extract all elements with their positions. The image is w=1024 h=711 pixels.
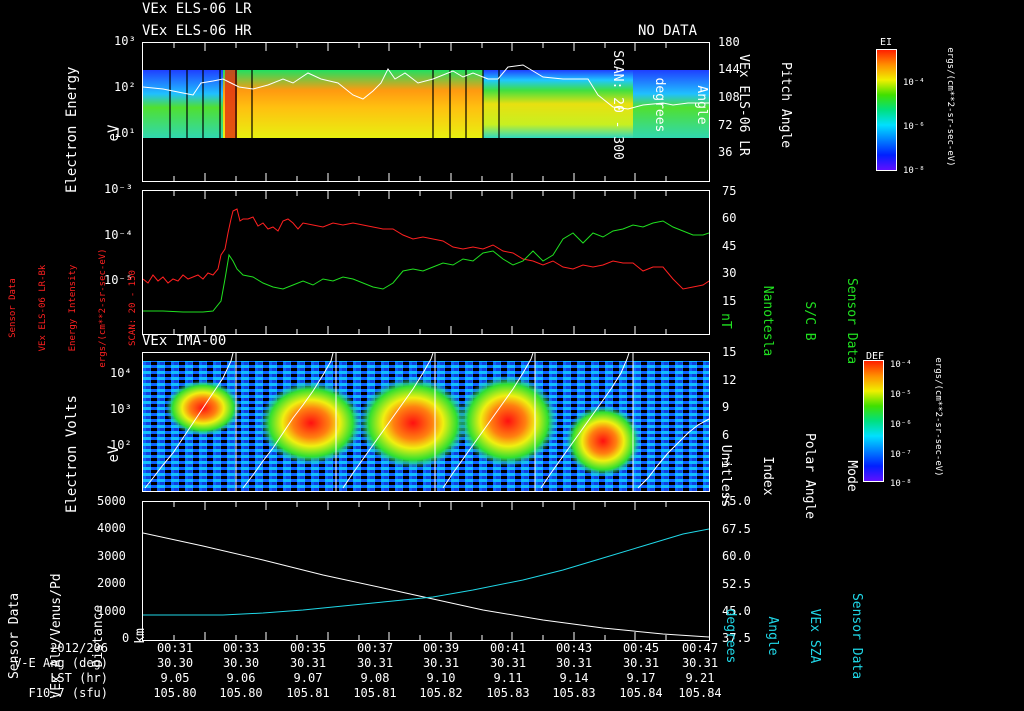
panel1-colorbar-tick-0: 10⁻⁴	[903, 78, 925, 88]
footer-column-5: 00:41 30.31 9.11 105.83	[486, 641, 530, 700]
panel3-ytick-right-2: 9	[722, 400, 730, 414]
panel3-ytick-right-1: 12	[722, 373, 737, 387]
panel4-ytick-right-1: 67.5	[722, 522, 751, 536]
panel3-ytick-left-2: 10²	[110, 438, 132, 452]
panel1-ytick-left-2: 10¹	[114, 126, 136, 140]
panel1-ytick-right-0: 180	[718, 35, 740, 49]
panel4-line-plot	[142, 501, 710, 641]
footer-column-8: 00:47 30.31 9.21 105.84	[678, 641, 722, 700]
panel4-ytick-right-0: 75.0	[722, 494, 751, 508]
panel1-colorbar	[876, 49, 897, 171]
footer-row-label-date: 2012/206	[50, 641, 108, 655]
panel1-ytick-right-4: 36	[718, 145, 733, 159]
panel2-ylabel-right: Sensor Data S/C B Nanotesla nT	[718, 277, 859, 365]
panel4-ytick-left-5: 0	[122, 631, 130, 645]
footer-column-6: 00:43 30.31 9.14 105.83	[552, 641, 596, 700]
panel2-ytick-left-0: 10⁻³	[104, 182, 133, 196]
panel3-colorbar-title: DEF	[866, 351, 885, 362]
footer-column-4: 00:39 30.31 9.10 105.82	[419, 641, 463, 700]
panel2-ytick-left-2: 10⁻⁵	[104, 273, 133, 287]
panel1-colorbar-tick-2: 10⁻⁸	[903, 166, 925, 176]
panel1-ytick-right-1: 144	[718, 62, 740, 76]
footer-column-7: 00:45 30.31 9.17 105.84	[619, 641, 663, 700]
panel4-ytick-left-3: 2000	[97, 576, 126, 590]
panel1-ylabel-left: Electron Energy eV	[64, 66, 122, 193]
panel3-spectrogram	[142, 352, 710, 492]
panel4-ytick-left-4: 1000	[97, 604, 126, 618]
panel4-ytick-right-5: 37.5	[722, 631, 751, 645]
panel3-colorbar-units: ergs/(cm**2-sr-sec-eV)	[933, 357, 943, 477]
panel2-ytick-right-1: 60	[722, 211, 737, 225]
panel3-title: VEx IMA-00	[142, 333, 227, 349]
panel4-ytick-left-2: 3000	[97, 549, 126, 563]
panel3-ytick-left-0: 10⁴	[110, 366, 132, 380]
panel1-spectrogram	[142, 42, 710, 182]
panel1-no-data: NO DATA	[638, 23, 698, 39]
footer-column-1: 00:33 30.30 9.06 105.80	[219, 641, 263, 700]
panel3-colorbar-tick-0: 10⁻⁴	[890, 360, 912, 370]
panel1-ytick-right-3: 72	[718, 118, 733, 132]
panel3-ytick-left-1: 10³	[110, 402, 132, 416]
panel3-colorbar-tick-3: 10⁻⁷	[890, 450, 912, 460]
footer-column-3: 00:37 30.31 9.08 105.81	[353, 641, 397, 700]
panel4-ytick-right-4: 45.0	[722, 604, 751, 618]
panel4-plot	[143, 502, 709, 640]
panel2-plot	[143, 191, 709, 334]
footer-row-label-ve-ang: V-E Ang (deg)	[14, 656, 108, 670]
panel1-plot	[143, 43, 709, 181]
panel1-colorbar-title: EI	[880, 37, 893, 48]
panel4-ytick-right-2: 60.0	[722, 549, 751, 563]
footer-column-0: 00:31 30.30 9.05 105.80	[153, 641, 197, 700]
panel2-ytick-left-1: 10⁻⁴	[104, 228, 133, 242]
panel2-line-plot	[142, 190, 710, 335]
panel3-colorbar-tick-1: 10⁻⁵	[890, 390, 912, 400]
panel3-ytick-right-3: 6	[722, 428, 730, 442]
panel3-ytick-right-4: 3	[722, 456, 730, 470]
panel3-plot	[143, 353, 709, 491]
footer-row-label-lst: LST (hr)	[50, 671, 108, 685]
panel1-colorbar-units: ergs/(cm**2-sr-sec-eV)	[945, 47, 955, 167]
panel1-title-hr: VEx ELS-06 HR	[142, 23, 252, 39]
panel1-title-lr: VEx ELS-06 LR	[142, 1, 252, 17]
panel4-ytick-right-3: 52.5	[722, 577, 751, 591]
panel3-colorbar-tick-4: 10⁻⁸	[890, 479, 912, 489]
panel3-ytick-right-0: 15	[722, 345, 737, 359]
footer-row-label-f107: F10.7 (sfu)	[28, 686, 108, 700]
panel4-ytick-left-0: 5000	[97, 494, 126, 508]
panel3-colorbar	[863, 360, 884, 482]
panel2-ylabel-left: Sensor Data VEx ELS-06 LR-Bk Energy Inte…	[8, 248, 138, 368]
panel1-colorbar-tick-1: 10⁻⁶	[903, 122, 925, 132]
panel1-ytick-left-0: 10³	[114, 34, 136, 48]
panel1-ytick-left-1: 10²	[114, 80, 136, 94]
panel3-colorbar-tick-2: 10⁻⁶	[890, 420, 912, 430]
panel4-ytick-left-1: 4000	[97, 521, 126, 535]
panel2-ytick-right-0: 75	[722, 184, 737, 198]
panel1-ytick-right-2: 108	[718, 90, 740, 104]
panel1-ylabel-right: Pitch Angle VEx ELS-06 LR Angle degrees …	[610, 50, 793, 160]
panel4-ylabel-right: Sensor Data VEx SZA Angle degrees	[723, 592, 864, 680]
panel2-ytick-right-3: 30	[722, 266, 737, 280]
panel2-ytick-right-4: 15	[722, 294, 737, 308]
panel2-ytick-right-2: 45	[722, 239, 737, 253]
footer-column-2: 00:35 30.31 9.07 105.81	[286, 641, 330, 700]
